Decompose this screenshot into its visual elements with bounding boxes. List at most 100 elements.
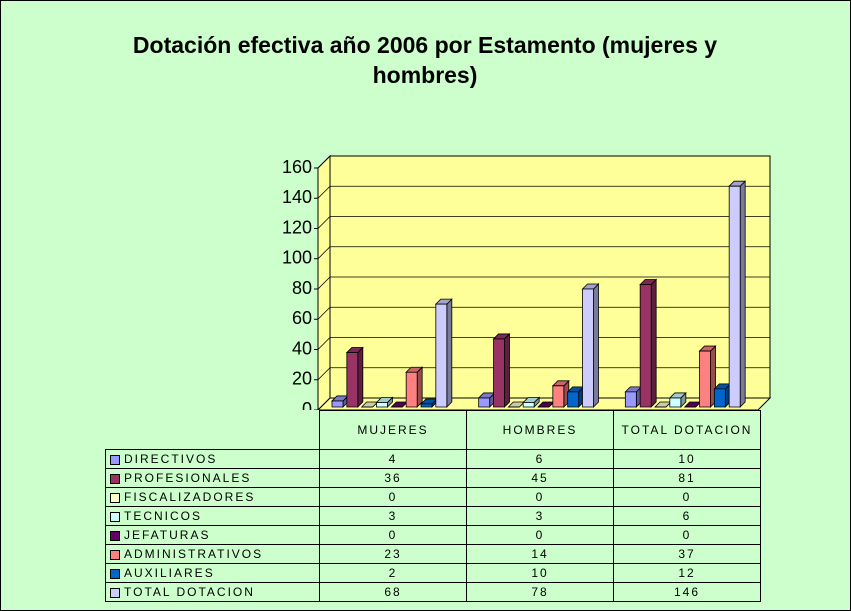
- bar-side: [446, 298, 453, 408]
- legend-label: PROFESIONALES: [124, 471, 252, 485]
- bar: [492, 332, 511, 408]
- table-value: 6: [613, 506, 761, 526]
- bar: [331, 394, 349, 408]
- legend-entry: JEFATURAS: [105, 525, 320, 545]
- bar: [728, 180, 747, 408]
- legend-key: [110, 511, 120, 522]
- table-value: 23: [319, 544, 467, 564]
- legend-label: TECNICOS: [124, 509, 203, 523]
- bar-front: [639, 284, 652, 408]
- bar-front: [728, 185, 741, 408]
- legend-key: [110, 549, 120, 560]
- grid-line: [317, 367, 770, 381]
- y-tick-label: 0: [302, 399, 312, 419]
- table-value: 45: [466, 468, 614, 488]
- legend-label: ADMINISTRATIVOS: [124, 547, 264, 561]
- legend-label: AUXILIARES: [124, 566, 215, 580]
- bar-side: [357, 346, 364, 408]
- bar-front: [713, 388, 726, 408]
- bar-front: [420, 403, 433, 408]
- bar: [639, 278, 658, 408]
- bar-front: [552, 385, 565, 408]
- x-tick-label: MUJERES: [319, 410, 467, 450]
- table-value: 4: [319, 449, 467, 469]
- grid-line: [317, 306, 770, 320]
- bar-front: [346, 352, 359, 408]
- bar: [405, 366, 424, 408]
- table-row: DIRECTIVOS 4 6 10: [105, 449, 761, 469]
- table-row: ADMINISTRATIVOS 23 14 37: [105, 544, 761, 564]
- bar: [551, 379, 570, 408]
- table-row: TOTAL DOTACION 68 78 146: [105, 582, 761, 602]
- table-value: 0: [466, 487, 614, 507]
- table-value: 0: [319, 525, 467, 545]
- bar-side: [650, 278, 657, 408]
- chart-title: Dotación efectiva año 2006 por Estamento…: [132, 32, 718, 88]
- bar: [713, 382, 732, 408]
- legend-entry: AUXILIARES: [105, 563, 320, 583]
- bar-front: [493, 338, 505, 408]
- legend-key: [110, 473, 120, 484]
- corner-cell: [106, 411, 320, 450]
- bar-front: [376, 402, 388, 408]
- table-value: 146: [613, 582, 761, 602]
- table-value: 36: [319, 468, 467, 488]
- bar: [698, 345, 717, 408]
- bar: [624, 385, 643, 408]
- y-tick-label: 160: [282, 157, 312, 177]
- legend-entry: PROFESIONALES: [105, 468, 320, 488]
- legend-key: [110, 454, 120, 465]
- legend-entry: TECNICOS: [105, 506, 320, 526]
- table-value: 12: [613, 563, 761, 583]
- bar-side: [416, 366, 423, 408]
- grid-line: [317, 276, 770, 290]
- table-value: 3: [466, 506, 614, 526]
- legend-entry: DIRECTIVOS: [105, 449, 320, 469]
- legend-label: TOTAL DOTACION: [124, 585, 255, 599]
- bar: [375, 396, 394, 408]
- bar-front: [435, 303, 448, 408]
- bar-front: [331, 400, 344, 408]
- legend-key: [110, 568, 120, 579]
- bar-front: [669, 397, 682, 408]
- table-value: 68: [319, 582, 467, 602]
- legend-label: DIRECTIVOS: [124, 452, 218, 466]
- table-row: PROFESIONALES 36 45 81: [105, 468, 761, 488]
- table-row: TECNICOS 3 3 6: [105, 506, 761, 526]
- y-tick-label: 140: [282, 187, 312, 207]
- table-value: 6: [466, 449, 614, 469]
- bar: [683, 401, 702, 408]
- y-tick-label: 120: [282, 217, 312, 237]
- bar-front: [522, 402, 535, 408]
- grid-line: [317, 337, 770, 350]
- table-row: AUXILIARES 2 10 12: [105, 563, 761, 583]
- bar: [477, 391, 496, 408]
- legend-entry: TOTAL DOTACION: [105, 582, 320, 602]
- table-value: 0: [319, 487, 467, 507]
- table-value: 10: [613, 449, 761, 469]
- table-value: 3: [319, 506, 467, 526]
- bar-front: [624, 391, 637, 408]
- header-row: MUJERES HOMBRES TOTAL DOTACION: [106, 410, 761, 450]
- legend-key: [110, 530, 120, 541]
- grid-line: [317, 155, 770, 169]
- y-tick-label: 40: [292, 338, 312, 358]
- bar: [566, 385, 585, 408]
- legend-key: [110, 587, 120, 598]
- y-tick-label: 100: [282, 248, 312, 268]
- legend-key: [110, 492, 120, 503]
- x-tick-label: HOMBRES: [466, 410, 614, 450]
- legend-entry: FISCALIZADORES: [105, 487, 320, 507]
- table-value: 78: [466, 582, 614, 602]
- table-value: 2: [319, 563, 467, 583]
- table-value: 0: [613, 525, 761, 545]
- table-row: JEFATURAS 0 0 0: [105, 525, 761, 545]
- bar-front: [567, 391, 580, 408]
- y-tick-label: 60: [292, 308, 312, 328]
- y-tick-label: 80: [292, 278, 312, 298]
- bar-side: [593, 283, 599, 408]
- bar: [434, 298, 453, 408]
- grid-line: [317, 185, 770, 199]
- grid-line: [317, 397, 770, 411]
